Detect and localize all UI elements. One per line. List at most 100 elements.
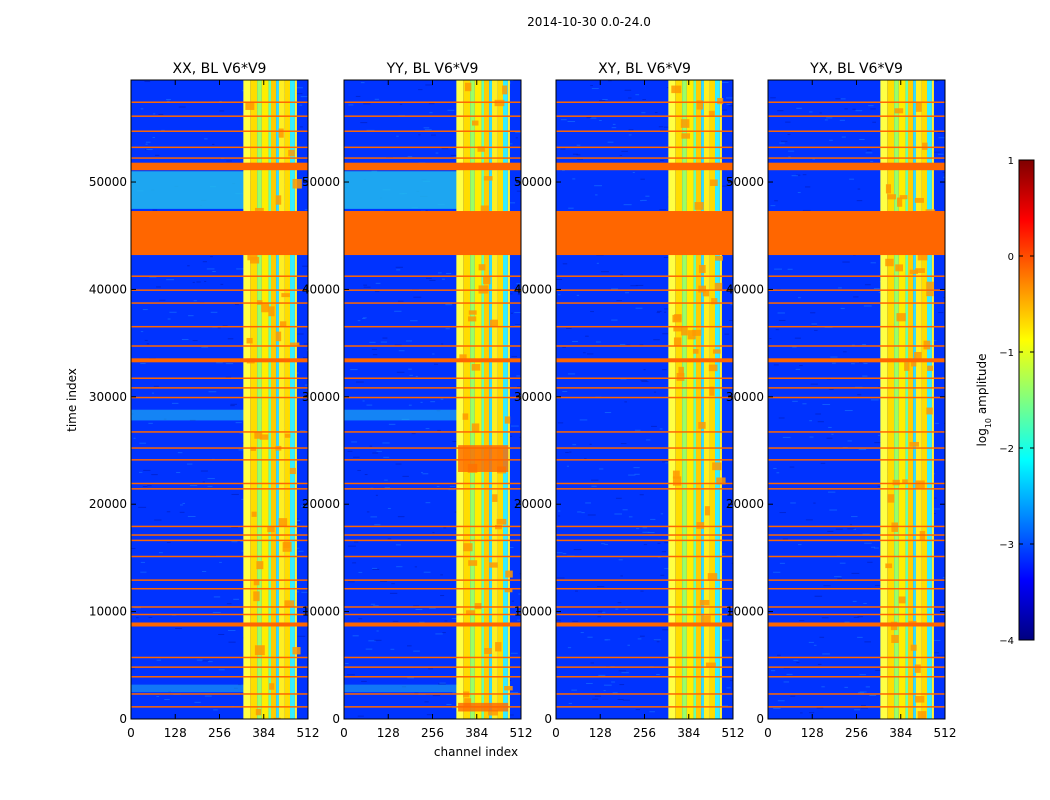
noise-speckle: [432, 532, 435, 534]
y-tick-label: 30000: [726, 390, 764, 404]
y-tick-label: 30000: [302, 390, 340, 404]
noise-speckle: [154, 154, 160, 156]
noise-speckle: [773, 364, 779, 366]
cyan-region: [131, 684, 246, 693]
flagged-line: [768, 431, 945, 433]
noise-speckle: [347, 545, 356, 547]
flagged-line: [556, 146, 733, 149]
noise-speckle: [840, 98, 846, 100]
noise-speckle: [158, 552, 163, 554]
noise-speckle: [430, 401, 436, 403]
noise-speckle: [508, 547, 514, 549]
noise-speckle: [516, 190, 521, 192]
rfi-blob: [885, 184, 891, 194]
noise-speckle: [219, 110, 225, 112]
noise-speckle: [566, 465, 569, 467]
noise-speckle: [437, 429, 441, 431]
noise-speckle: [865, 152, 873, 154]
y-tick-label: 40000: [302, 282, 340, 296]
noise-speckle: [374, 639, 382, 641]
noise-speckle: [875, 669, 883, 671]
noise-speckle: [729, 320, 733, 322]
rfi-blob: [915, 480, 925, 489]
noise-speckle: [436, 485, 440, 487]
flagged-line: [556, 275, 733, 277]
noise-speckle: [858, 449, 867, 451]
colorbar-tick-label: −2: [999, 444, 1014, 455]
rfi-blob: [253, 591, 260, 602]
flagged-line: [344, 555, 521, 558]
noise-speckle: [396, 269, 401, 271]
noise-speckle: [653, 339, 660, 341]
noise-speckle: [133, 437, 136, 439]
rfi-blob: [463, 543, 473, 552]
noise-speckle: [770, 97, 776, 99]
noise-speckle: [217, 327, 221, 329]
noise-speckle: [196, 281, 201, 283]
noise-speckle: [225, 363, 234, 365]
rfi-blob: [466, 610, 476, 615]
noise-speckle: [937, 432, 943, 434]
noise-speckle: [363, 103, 371, 105]
rfi-blob: [696, 522, 705, 529]
rfi-band-column: [931, 80, 934, 719]
noise-speckle: [440, 574, 443, 576]
noise-speckle: [139, 442, 147, 444]
noise-speckle: [596, 586, 605, 588]
noise-speckle: [420, 472, 424, 474]
flagged-line: [131, 459, 308, 461]
flagged-line: [768, 482, 945, 485]
noise-speckle: [817, 421, 824, 423]
rfi-blob: [681, 327, 688, 336]
noise-speckle: [863, 305, 872, 307]
noise-speckle: [305, 384, 308, 386]
flagged-line: [556, 587, 733, 590]
rfi-blob: [696, 100, 704, 110]
rfi-band-column: [715, 80, 720, 719]
noise-speckle: [356, 381, 364, 383]
rfi-blob: [705, 662, 716, 667]
noise-speckle: [144, 339, 148, 341]
noise-speckle: [449, 485, 456, 487]
noise-speckle: [435, 633, 443, 635]
noise-speckle: [576, 158, 583, 160]
noise-speckle: [576, 294, 580, 296]
flagged-line: [556, 666, 733, 668]
noise-speckle: [295, 87, 303, 89]
noise-speckle: [429, 279, 436, 281]
flagged-block: [768, 211, 945, 256]
noise-speckle: [571, 689, 577, 691]
noise-speckle: [837, 578, 842, 580]
flagged-line: [556, 447, 733, 449]
flagged-line: [768, 459, 945, 461]
rfi-blob: [504, 588, 513, 593]
noise-speckle: [365, 648, 373, 650]
noise-speckle: [809, 420, 813, 422]
noise-speckle: [792, 400, 798, 402]
y-tick-label: 50000: [89, 175, 127, 189]
noise-speckle: [590, 311, 594, 313]
y-tick-label: 20000: [514, 497, 552, 511]
noise-speckle: [562, 346, 566, 348]
flagged-line: [556, 555, 733, 558]
flagged-line: [768, 622, 945, 627]
noise-speckle: [142, 309, 148, 311]
noise-speckle: [639, 344, 644, 346]
noise-speckle: [622, 509, 628, 511]
noise-speckle: [663, 256, 669, 258]
flagged-line: [768, 396, 945, 399]
noise-speckle: [591, 485, 597, 487]
noise-speckle: [581, 512, 585, 514]
x-tick-label: 0: [764, 726, 772, 740]
noise-speckle: [575, 590, 579, 592]
noise-speckle: [639, 494, 644, 496]
rfi-blob: [483, 276, 491, 285]
noise-speckle: [643, 369, 646, 371]
noise-speckle: [634, 473, 640, 475]
noise-speckle: [516, 386, 521, 388]
flagged-line: [344, 325, 521, 328]
rfi-blob: [917, 251, 928, 261]
noise-speckle: [839, 562, 846, 564]
noise-speckle: [399, 103, 403, 105]
rfi-blob: [504, 686, 513, 691]
